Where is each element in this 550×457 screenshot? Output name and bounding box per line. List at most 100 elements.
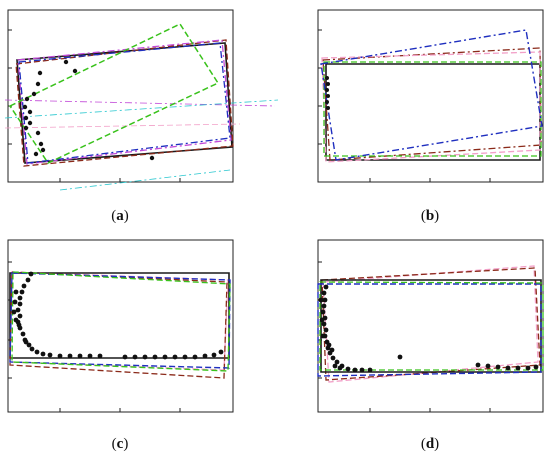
bounding-box-green [319,281,544,371]
data-point [26,342,32,348]
data-point [172,354,178,360]
panel-c-plot-frame [7,239,234,413]
data-point [77,353,83,359]
bounding-box-green [11,271,231,372]
panel-a-bounding-boxes [4,23,279,191]
panel-d: (d) [317,239,544,452]
panel-d-caption: (d) [421,436,439,452]
data-point [67,353,73,359]
data-point [330,355,336,361]
bounding-box-black [9,272,230,359]
data-point [152,354,158,360]
data-point [329,347,335,353]
data-point [192,354,198,360]
data-point [57,353,63,359]
panel-a-axis-ticks [8,29,181,182]
bounding-box-black [325,63,541,161]
data-point [11,309,17,315]
data-point [162,354,168,360]
data-point [319,317,325,323]
data-point [495,364,501,370]
bounding-box-brown [322,47,542,161]
panel-c-bounding-boxes [9,271,231,379]
data-point [13,317,19,323]
data-point [533,364,539,370]
data-point [13,289,19,295]
data-point [35,81,41,87]
data-point [97,353,103,359]
data-point [25,277,31,283]
data-point [325,88,329,92]
data-point [359,367,365,373]
data-point [27,120,33,126]
data-point [19,289,25,295]
data-point [47,352,53,358]
panel-a-caption: (a) [111,208,129,224]
data-point [321,321,327,327]
data-point [397,354,403,360]
data-point [37,70,43,76]
data-point [28,271,34,277]
data-point [21,283,27,289]
panel-d-data-points [318,284,539,373]
data-point [17,313,23,319]
data-point [318,297,324,303]
data-point [337,365,343,371]
data-point [320,309,326,315]
data-point [321,290,327,296]
panel-b-caption: (b) [421,208,439,224]
data-point [63,59,69,65]
data-point [122,354,128,360]
faint-guide-line [59,169,231,191]
data-point [326,342,332,348]
bounding-box-brown [321,267,541,381]
data-point [22,104,28,110]
bounding-box-blue [317,283,542,377]
data-point [24,96,30,102]
data-point [323,284,329,290]
data-point [325,100,329,104]
data-point [322,297,328,303]
data-point [525,365,531,371]
faint-guide-line [4,99,276,107]
data-point [20,331,26,337]
data-point [149,155,155,161]
data-point [332,363,338,369]
data-point [334,359,340,365]
data-point [87,353,93,359]
data-point [23,115,29,121]
panel-c: (c) [7,239,234,452]
panel-a-data-points [22,59,155,161]
data-point [132,354,138,360]
data-point [40,147,46,153]
panel-c-caption: (c) [112,436,129,452]
data-point [17,295,23,301]
panel-c-data-points [11,271,224,360]
data-point [34,349,40,355]
data-point [326,94,330,98]
bounding-box-brown [9,271,228,379]
data-point [320,333,326,339]
data-point [23,125,29,131]
data-point [515,365,521,371]
data-point [38,141,44,147]
bounding-box-green [8,23,220,164]
panel-d-plot-frame [317,239,544,413]
data-point [15,307,21,313]
bounding-box-magenta [17,39,232,165]
data-point [31,91,37,97]
data-point [325,76,329,80]
faint-guide-line [4,99,279,119]
data-point [326,106,330,110]
bounding-box-blue [320,29,543,161]
data-point [485,363,491,369]
data-point [29,346,35,352]
data-point [505,365,511,371]
data-point [352,367,358,373]
data-point [35,130,41,136]
data-point [27,109,33,115]
data-point [40,351,46,357]
data-point [326,82,330,86]
data-point [321,303,327,309]
